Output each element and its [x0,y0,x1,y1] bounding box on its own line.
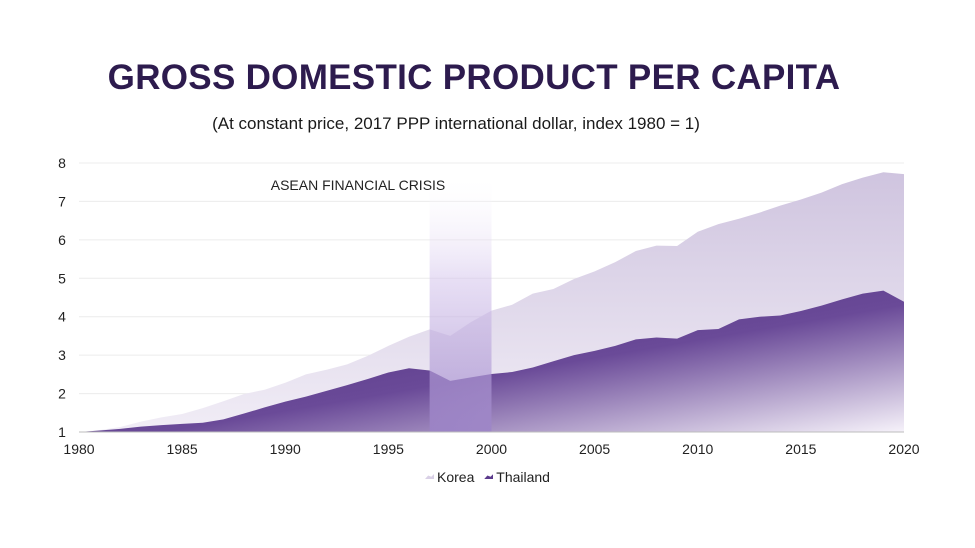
y-tick-label: 1 [58,424,66,440]
legend-swatch-korea [425,474,435,479]
legend-swatch-thailand [484,474,494,479]
legend: Korea Thailand [0,466,975,485]
chart-title: GROSS DOMESTIC PRODUCT PER CAPITA [107,58,841,97]
x-tick-label: 2015 [785,441,816,457]
crisis-band [429,178,492,432]
crisis-annotation: ASEAN FINANCIAL CRISIS [271,177,446,193]
x-tick-label: 2010 [682,441,713,457]
legend-label-thailand: Thailand [496,468,550,485]
y-tick-label: 5 [58,270,66,286]
area-thailand [79,290,904,432]
x-tick-label: 2000 [476,441,507,457]
legend-label-korea: Korea [437,468,475,485]
y-tick-label: 8 [58,155,66,171]
legend-item-thailand: Thailand [484,469,550,485]
x-tick-label: 1980 [63,441,94,457]
y-tick-label: 2 [58,386,66,402]
x-tick-label: 1985 [167,441,198,457]
x-tick-label: 1995 [373,441,404,457]
chart-subtitle: (At constant price, 2017 PPP internation… [212,114,700,133]
legend-item-korea: Korea [425,469,474,485]
x-tick-label: 2020 [888,441,919,457]
y-tick-label: 6 [58,232,66,248]
y-tick-label: 4 [58,309,66,325]
y-tick-label: 3 [58,347,66,363]
x-tick-label: 2005 [579,441,610,457]
y-tick-label: 7 [58,193,66,209]
x-tick-label: 1990 [270,441,301,457]
